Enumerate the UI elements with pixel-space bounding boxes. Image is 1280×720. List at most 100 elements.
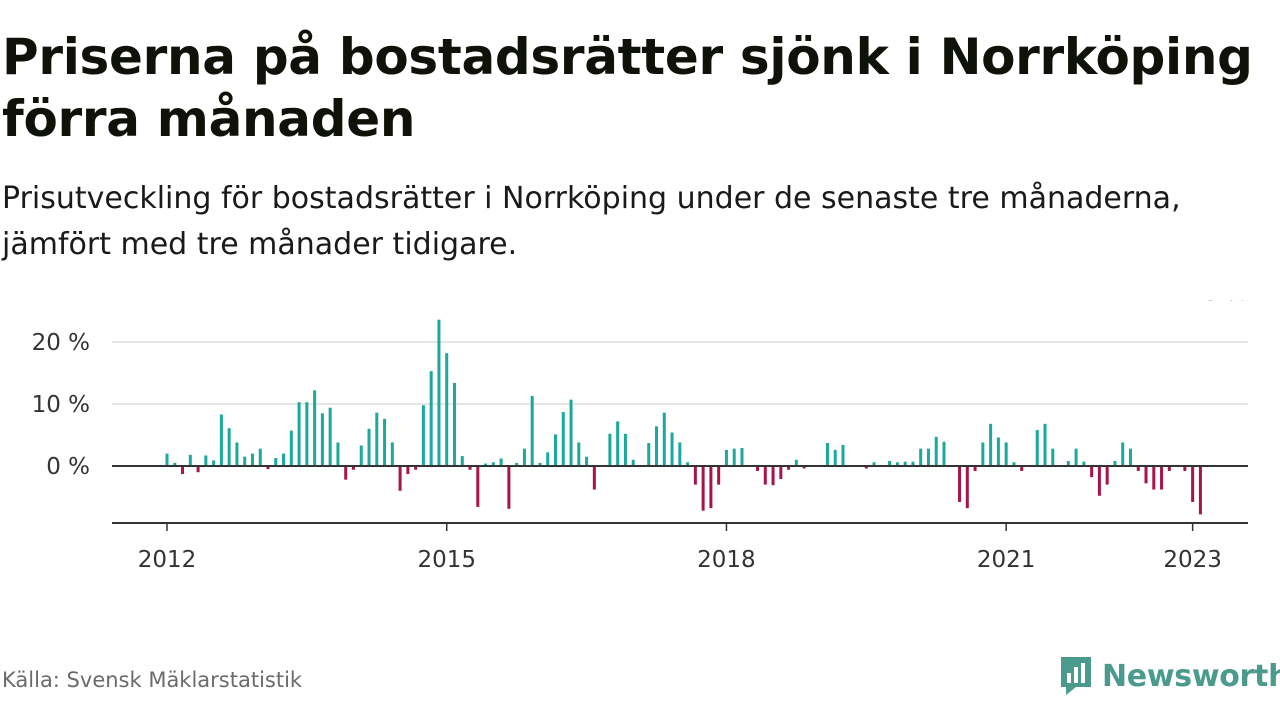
bar bbox=[647, 443, 651, 466]
bar bbox=[1012, 462, 1016, 466]
bar bbox=[693, 466, 697, 485]
bar bbox=[383, 418, 387, 466]
bar bbox=[421, 405, 425, 466]
bar bbox=[460, 456, 464, 466]
bar-chart: 20 % 10 % 0 % 2012 2015 2018 2021 2023 −8 % bbox=[32, 300, 1250, 573]
bar bbox=[1136, 466, 1140, 471]
bar bbox=[926, 448, 930, 466]
bar bbox=[196, 466, 200, 473]
bar bbox=[1066, 461, 1070, 466]
bar bbox=[554, 434, 557, 466]
bar bbox=[398, 466, 402, 491]
bar bbox=[468, 466, 472, 470]
bar bbox=[833, 449, 837, 466]
bar bbox=[802, 466, 806, 469]
bar bbox=[313, 390, 317, 466]
bar bbox=[740, 448, 744, 466]
bar bbox=[841, 444, 845, 466]
last-value-label: −8 % bbox=[1184, 300, 1247, 306]
x-tick-label: 2023 bbox=[1163, 547, 1222, 573]
bar bbox=[561, 412, 565, 466]
bar bbox=[771, 466, 775, 486]
bar bbox=[1198, 466, 1202, 515]
bar bbox=[569, 399, 573, 466]
bar bbox=[895, 462, 899, 466]
bar bbox=[1191, 466, 1195, 502]
bar bbox=[173, 462, 177, 466]
bar bbox=[779, 466, 783, 480]
bar bbox=[282, 453, 286, 466]
grid-layer bbox=[112, 341, 1248, 405]
bar bbox=[546, 452, 550, 466]
bar bbox=[328, 407, 332, 466]
x-tick-label: 2015 bbox=[417, 547, 476, 573]
bar bbox=[608, 433, 612, 466]
bar bbox=[429, 371, 433, 466]
bar bbox=[825, 443, 829, 466]
bar bbox=[305, 402, 309, 466]
bar bbox=[320, 413, 324, 466]
bar bbox=[1113, 461, 1117, 466]
bar bbox=[522, 448, 526, 466]
bar bbox=[996, 437, 1000, 466]
bar bbox=[1121, 442, 1125, 466]
chart-title: Priserna på bostadsrätter sjönk i Norrkö… bbox=[2, 28, 1253, 148]
bar bbox=[1167, 466, 1171, 471]
source-note: Källa: Svensk Mäklarstatistik bbox=[2, 668, 303, 692]
bar bbox=[289, 430, 293, 466]
bar bbox=[235, 442, 239, 466]
bar bbox=[616, 421, 620, 466]
bar bbox=[530, 395, 534, 466]
bar bbox=[1035, 430, 1039, 466]
bar bbox=[934, 436, 938, 466]
bar bbox=[538, 462, 542, 466]
bar bbox=[686, 462, 690, 466]
bar bbox=[655, 426, 659, 466]
bar bbox=[1128, 448, 1132, 466]
bar bbox=[903, 461, 907, 466]
bar bbox=[965, 466, 969, 509]
bar bbox=[662, 412, 666, 466]
newsworthy-icon bbox=[1061, 657, 1091, 695]
bar bbox=[794, 459, 798, 466]
bar bbox=[717, 466, 721, 485]
y-tick-label: 0 % bbox=[46, 454, 90, 480]
bar bbox=[756, 466, 760, 471]
bar bbox=[390, 442, 394, 466]
bar bbox=[724, 449, 728, 466]
bar bbox=[577, 442, 581, 466]
bar bbox=[476, 466, 480, 507]
bar bbox=[351, 466, 355, 470]
y-tick-label: 10 % bbox=[32, 392, 90, 418]
bar bbox=[507, 466, 511, 509]
bar bbox=[484, 463, 488, 466]
bar bbox=[864, 466, 868, 469]
bar bbox=[1051, 448, 1055, 466]
bar bbox=[367, 428, 371, 466]
x-tick-label: 2012 bbox=[138, 547, 197, 573]
bar bbox=[989, 423, 993, 466]
bar bbox=[406, 466, 410, 475]
bar bbox=[266, 466, 270, 470]
bar bbox=[1160, 466, 1164, 490]
bar bbox=[336, 442, 340, 466]
bar bbox=[732, 448, 736, 466]
bar bbox=[445, 353, 449, 466]
bar bbox=[763, 466, 767, 485]
bar bbox=[243, 456, 247, 466]
bar bbox=[1090, 466, 1094, 478]
bar bbox=[181, 466, 185, 475]
bar bbox=[872, 462, 876, 466]
bar bbox=[1144, 466, 1148, 484]
bar bbox=[1004, 442, 1008, 466]
bar bbox=[1105, 466, 1109, 485]
bar bbox=[1183, 466, 1187, 471]
brand-logo[interactable]: Newsworthy bbox=[1058, 655, 1280, 697]
bar bbox=[1020, 466, 1024, 471]
bar bbox=[1097, 466, 1101, 496]
bar bbox=[359, 445, 363, 466]
brand-name: Newsworthy bbox=[1102, 658, 1280, 694]
bar bbox=[1152, 466, 1156, 490]
bar bbox=[297, 402, 301, 466]
bar bbox=[499, 458, 503, 466]
